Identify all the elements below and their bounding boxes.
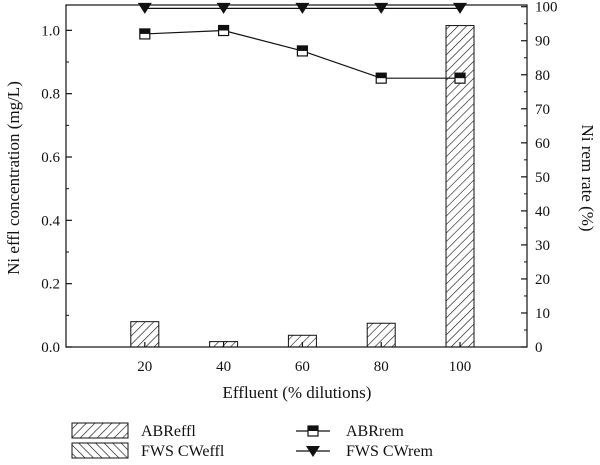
y2-axis-title: Ni rem rate (%) — [578, 124, 597, 231]
axes-layer — [65, 4, 528, 348]
y2-tick-label-20: 20 — [535, 272, 550, 288]
legend-label-abrrem: ABRrem — [346, 423, 404, 440]
y2-tick-label-50: 50 — [535, 170, 550, 186]
x-axis-title: Effluent (% dilutions) — [223, 383, 372, 402]
point-fill-abrrem-100 — [455, 73, 466, 79]
legend-swatch-abreffl — [71, 422, 129, 439]
y-tick-label-0.4: 0.4 — [41, 213, 60, 229]
point-fill-abrrem-60 — [297, 45, 308, 51]
bars-layer — [130, 25, 475, 348]
x-tick-label-80: 80 — [374, 359, 389, 375]
point-fill-abrrem-20 — [139, 28, 150, 34]
x-tick-label-20: 20 — [137, 359, 152, 375]
legend-label-abreffl: ABReffl — [141, 423, 196, 440]
y-tick-label-1.0: 1.0 — [41, 23, 60, 39]
x-tick-label-40: 40 — [216, 359, 231, 375]
y-axis-title: Ni effl concentration (mg/L) — [4, 81, 23, 275]
lines-layer — [137, 2, 468, 84]
point-fill-abrrem-80 — [376, 73, 387, 79]
ticks-layer: 20 40 60 80 100 0.0 0.2 0.4 0.6 0.8 1.0 0 10 20 30 40 50… — [41, 0, 557, 375]
y2-tick-label-90: 90 — [535, 34, 550, 50]
point-fill-abrrem-40 — [218, 25, 229, 31]
y2-tick-label-0: 0 — [535, 340, 543, 356]
y-tick-label-0.6: 0.6 — [41, 150, 60, 166]
y2-tick-label-30: 30 — [535, 238, 550, 254]
x-tick-label-100: 100 — [449, 359, 472, 375]
y-tick-label-0.8: 0.8 — [41, 87, 60, 103]
plot-frame — [65, 4, 528, 348]
y2-tick-label-60: 60 — [535, 136, 550, 152]
x-tick-label-60: 60 — [295, 359, 310, 375]
legend-marker-abrrem-fill — [308, 426, 318, 431]
y2-tick-label-100: 100 — [535, 0, 558, 16]
legend-item-fws-cweffl: FWS CWeffl — [71, 442, 225, 460]
legend-item-abreffl: ABReffl — [71, 422, 196, 440]
y-tick-label-0.0: 0.0 — [41, 340, 60, 356]
y2-tick-label-70: 70 — [535, 102, 550, 118]
legend-swatch-fws-cweffl — [71, 442, 129, 459]
legend-marker-fws-cwrem — [306, 446, 320, 457]
y2-tick-label-80: 80 — [535, 68, 550, 84]
legend-item-abrrem: ABRrem — [296, 423, 404, 440]
y2-tick-label-40: 40 — [535, 204, 550, 220]
y-tick-label-0.2: 0.2 — [41, 277, 60, 293]
legend-label-fws-cweffl: FWS CWeffl — [141, 443, 225, 460]
y2-tick-label-10: 10 — [535, 306, 550, 322]
legend: ABReffl FWS CWeffl ABRrem FWS CWrem — [71, 422, 433, 460]
legend-item-fws-cwrem: FWS CWrem — [296, 443, 433, 460]
legend-label-fws-cwrem: FWS CWrem — [346, 443, 433, 460]
